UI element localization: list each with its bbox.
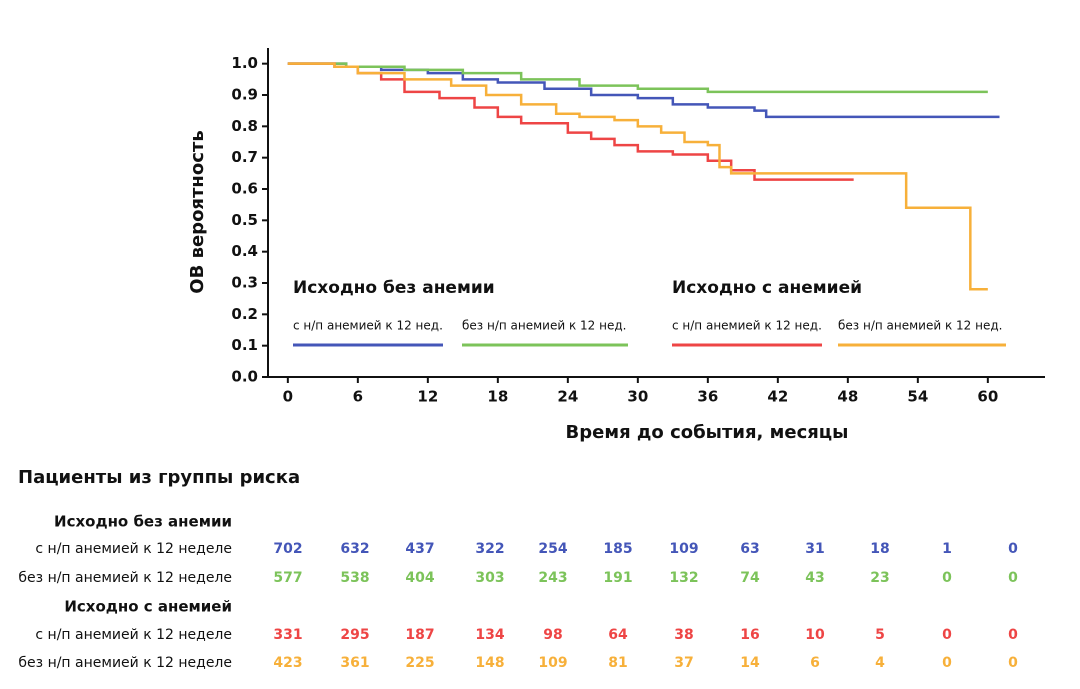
row-label: без н/п анемией к 12 неделе <box>18 570 232 586</box>
y-tick-label: 0.8 <box>231 117 258 135</box>
risk-count: 423 <box>273 655 302 671</box>
survival-curve <box>287 62 988 94</box>
risk-count: 14 <box>740 655 760 671</box>
risk-count: 404 <box>405 570 434 586</box>
x-tick-label: 6 <box>353 388 363 406</box>
risk-count: 243 <box>538 570 567 586</box>
risk-count: 132 <box>669 570 698 586</box>
y-tick-label: 0.4 <box>231 242 258 260</box>
x-tick-label: 60 <box>977 388 998 406</box>
risk-count: 64 <box>608 627 628 643</box>
y-tick-label: 0.6 <box>231 180 258 198</box>
risk-count: 0 <box>1008 570 1018 586</box>
x-tick-label: 30 <box>627 388 648 406</box>
legend-label: без н/п анемией к 12 нед. <box>462 319 626 333</box>
risk-count: 702 <box>273 541 302 557</box>
legend-label: с н/п анемией к 12 нед. <box>293 319 443 333</box>
y-tick-label: 0.0 <box>231 368 258 386</box>
survival-curve <box>287 62 1000 119</box>
row-label: без н/п анемией к 12 неделе <box>18 655 232 671</box>
x-tick-label: 12 <box>417 388 438 406</box>
y-tick-label: 0.5 <box>231 211 258 229</box>
risk-count: 538 <box>340 570 369 586</box>
y-tick-label: 0.9 <box>231 86 258 104</box>
y-tick-label: 1.0 <box>231 54 258 72</box>
risk-count: 187 <box>405 627 434 643</box>
risk-count: 331 <box>273 627 302 643</box>
risk-count: 191 <box>603 570 632 586</box>
risk-count: 63 <box>740 541 759 557</box>
risk-count: 109 <box>669 541 698 557</box>
risk-count: 577 <box>273 570 302 586</box>
legend-title: Исходно с анемией <box>672 278 862 298</box>
risk-count: 23 <box>870 570 889 586</box>
table-title: Пациенты из группы риска <box>18 467 300 488</box>
risk-count: 109 <box>538 655 567 671</box>
risk-count: 254 <box>538 541 567 557</box>
risk-count: 303 <box>475 570 504 586</box>
risk-count: 361 <box>340 655 369 671</box>
risk-count: 148 <box>475 655 504 671</box>
risk-count: 134 <box>475 627 504 643</box>
survival-curve <box>287 62 988 291</box>
legend-label: с н/п анемией к 12 нед. <box>672 319 822 333</box>
risk-count: 98 <box>543 627 562 643</box>
row-label: с н/п анемией к 12 неделе <box>35 541 232 557</box>
x-tick-label: 36 <box>697 388 718 406</box>
risk-count: 322 <box>475 541 504 557</box>
risk-count: 0 <box>942 627 952 643</box>
group-title: Исходно с анемией <box>64 598 232 616</box>
x-tick-label: 24 <box>557 388 578 406</box>
risk-count: 16 <box>740 627 759 643</box>
risk-count: 31 <box>805 541 824 557</box>
x-tick-label: 42 <box>767 388 788 406</box>
legend-title: Исходно без анемии <box>293 278 495 298</box>
risk-count: 632 <box>340 541 369 557</box>
x-tick-label: 48 <box>837 388 858 406</box>
survival-curve <box>287 62 854 181</box>
risk-count: 0 <box>942 570 952 586</box>
legend-label: без н/п анемией к 12 нед. <box>838 319 1002 333</box>
risk-count: 225 <box>405 655 434 671</box>
x-tick-label: 18 <box>487 388 508 406</box>
y-tick-label: 0.7 <box>231 148 258 166</box>
risk-count: 1 <box>942 541 952 557</box>
risk-count: 81 <box>608 655 627 671</box>
risk-count: 18 <box>870 541 889 557</box>
risk-count: 437 <box>405 541 434 557</box>
risk-count: 4 <box>875 655 885 671</box>
y-axis-title: ОВ вероятность <box>187 130 208 293</box>
risk-count: 0 <box>1008 655 1018 671</box>
risk-count: 295 <box>340 627 369 643</box>
risk-count: 10 <box>805 627 825 643</box>
risk-count: 38 <box>674 627 693 643</box>
risk-count: 43 <box>805 570 824 586</box>
group-title: Исходно без анемии <box>54 513 232 531</box>
x-tick-label: 54 <box>907 388 928 406</box>
risk-count: 0 <box>1008 627 1018 643</box>
risk-count: 0 <box>1008 541 1018 557</box>
risk-count: 0 <box>942 655 952 671</box>
x-tick-label: 0 <box>283 388 293 406</box>
x-axis-title: Время до события, месяцы <box>566 422 849 443</box>
y-tick-label: 0.3 <box>231 274 258 292</box>
risk-count: 74 <box>740 570 760 586</box>
row-label: с н/п анемией к 12 неделе <box>35 627 232 643</box>
risk-count: 6 <box>810 655 820 671</box>
risk-count: 5 <box>875 627 885 643</box>
y-tick-label: 0.2 <box>231 305 258 323</box>
risk-count: 185 <box>603 541 632 557</box>
risk-count: 37 <box>674 655 693 671</box>
y-tick-label: 0.1 <box>231 336 258 354</box>
